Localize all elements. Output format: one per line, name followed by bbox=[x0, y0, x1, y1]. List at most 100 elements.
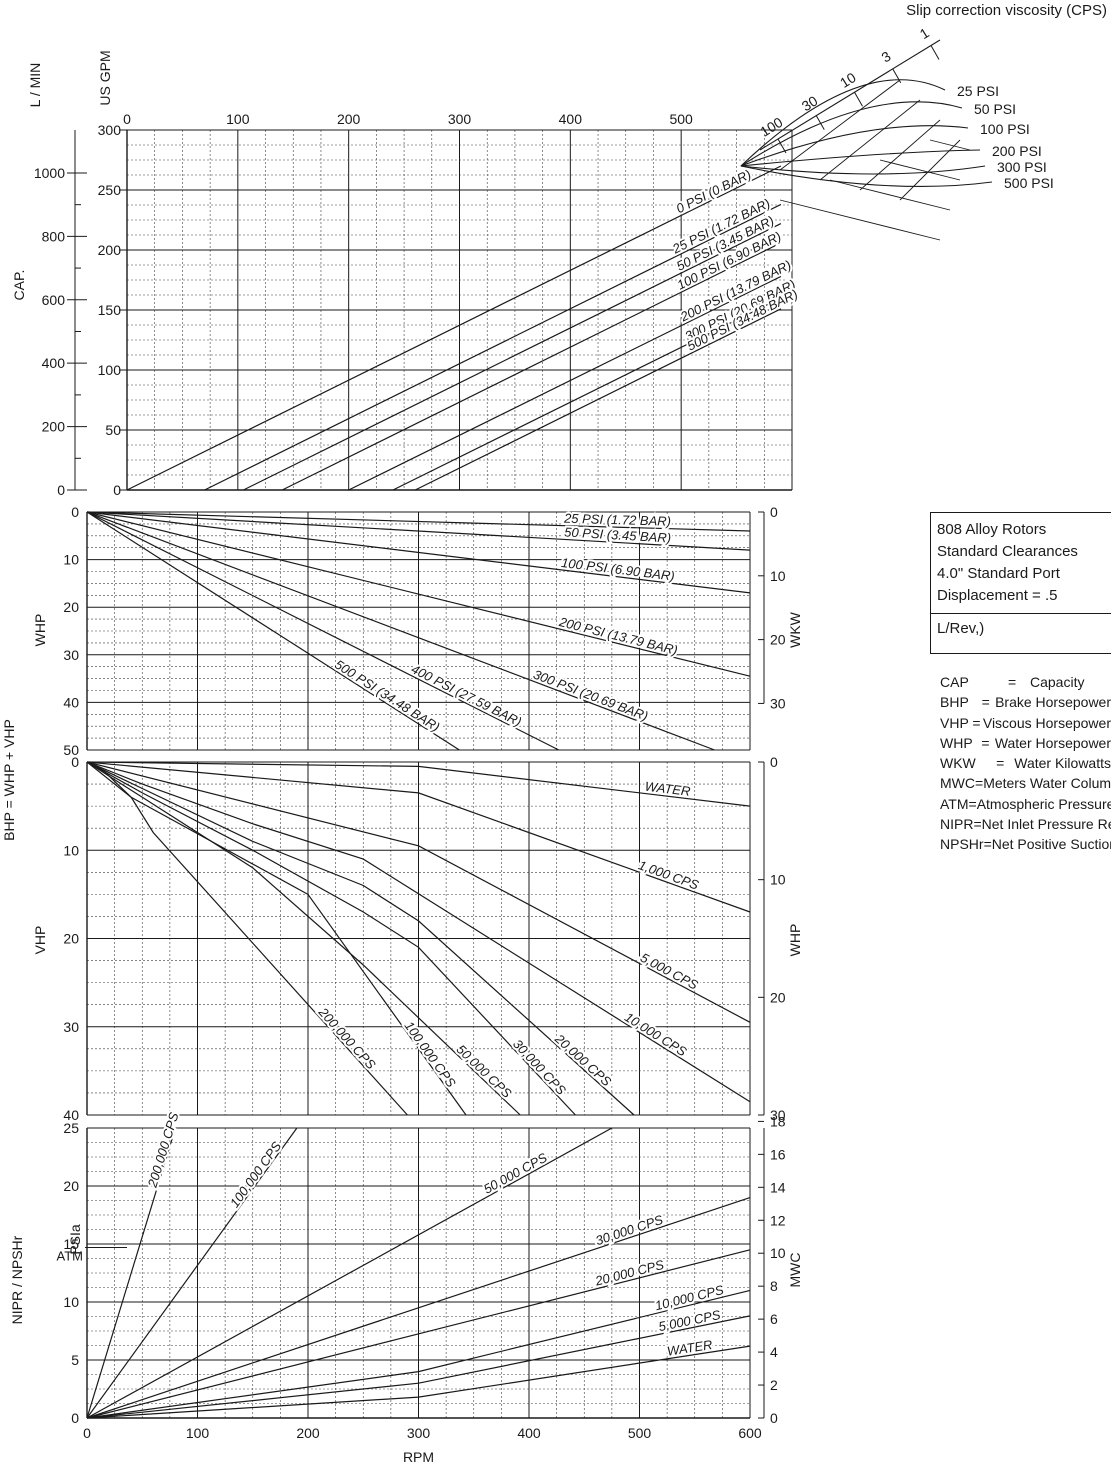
vhp-series-line bbox=[86, 761, 408, 1116]
abbr-value: Net Positive Suction Head Required bbox=[991, 836, 1111, 853]
abbr-key: VHP bbox=[940, 714, 969, 731]
mwc-tick-label: 10 bbox=[770, 1245, 786, 1261]
npsh-axis-label: NIPR / NPSHr bbox=[9, 1235, 25, 1324]
slip-title: Slip correction viscosity (CPS) bbox=[906, 2, 1107, 19]
slip-construction-line bbox=[879, 159, 961, 181]
spec-units: L/Rev,) bbox=[931, 613, 1111, 640]
npsh-series-line bbox=[86, 1127, 613, 1419]
npsh-series-line bbox=[86, 1315, 751, 1419]
abbr-eq: = bbox=[975, 775, 984, 792]
whp-series-line bbox=[86, 511, 751, 594]
abbr-value: Net Inlet Pressure Required bbox=[981, 816, 1111, 833]
whp-y-tick-label: 50 bbox=[63, 742, 79, 758]
series-label: 5,000 CPS bbox=[638, 950, 701, 993]
abbr-eq: = bbox=[983, 836, 992, 853]
cap-usgpm-tick-label: 150 bbox=[98, 302, 122, 318]
vhp-right-tick-label: 10 bbox=[770, 872, 786, 888]
vhp-right-tick-label: 20 bbox=[770, 989, 786, 1005]
abbr-eq: = bbox=[981, 694, 990, 711]
slip-construction-line bbox=[779, 199, 941, 241]
vhp-series-line bbox=[86, 761, 576, 1116]
abbreviation-list: CAP = Capacity BHP = Brake Horsepower VHP = Vi… bbox=[940, 672, 1111, 855]
abbr-key: WHP bbox=[940, 734, 973, 751]
whp-y-tick-label: 20 bbox=[63, 599, 79, 615]
abbr-value: Viscous Horsepower bbox=[982, 714, 1111, 731]
slip-construction-line bbox=[829, 179, 951, 211]
vhp-y-tick-label: 20 bbox=[63, 931, 79, 947]
vhp-right-tick-label: 0 bbox=[770, 754, 778, 770]
abbr-key: NIPR bbox=[940, 816, 974, 833]
wkw-tick-label: 0 bbox=[770, 504, 778, 520]
cap-series-line bbox=[281, 242, 782, 491]
cap-series-line bbox=[414, 308, 782, 491]
npsh-x-tick-label: 100 bbox=[186, 1425, 210, 1441]
slip-pressure-curve bbox=[740, 101, 963, 167]
vhp-series-line bbox=[86, 761, 467, 1116]
abbr-value: Capacity bbox=[1030, 674, 1085, 690]
rpm-axis-label: RPM bbox=[403, 1449, 434, 1465]
bhp-formula-label: BHP = WHP + VHP bbox=[1, 719, 17, 841]
abbr-value: Atmospheric Pressure bbox=[976, 795, 1111, 812]
series-label: 50,000 CPS bbox=[481, 1150, 550, 1197]
cap-lmin-label: L / MIN bbox=[27, 63, 43, 108]
spec-box: 808 Alloy Rotors Standard Clearances 4.0… bbox=[930, 512, 1111, 654]
abbr-key: WKW bbox=[940, 755, 976, 772]
series-label: 50,000 CPS bbox=[454, 1042, 515, 1102]
spec-displacement: Displacement = .5 bbox=[937, 587, 1058, 604]
cap-x-tick-label: 200 bbox=[337, 111, 361, 127]
wkw-tick-label: 30 bbox=[770, 695, 786, 711]
npsh-x-tick-label: 400 bbox=[517, 1425, 541, 1441]
slip-viscosity-tick bbox=[854, 92, 863, 107]
slip-viscosity-tick-label: 1 bbox=[917, 24, 932, 42]
npsh-series-line bbox=[86, 1289, 751, 1419]
slip-viscosity-tick-label: 100 bbox=[757, 114, 785, 140]
abbreviation-row: MWC = Meters Water Column bbox=[940, 773, 1111, 793]
vhp-axis-label: VHP bbox=[32, 926, 48, 955]
whp-y-tick-label: 0 bbox=[71, 504, 79, 520]
mwc-tick-label: 2 bbox=[770, 1377, 778, 1393]
npsh-x-tick-label: 0 bbox=[83, 1425, 91, 1441]
abbr-eq: = bbox=[996, 755, 1005, 772]
cap-series-line bbox=[204, 203, 782, 491]
npsh-y-tick-label: 15 bbox=[63, 1236, 79, 1252]
abbreviation-row: WKW = Water Kilowatts bbox=[940, 753, 1111, 773]
abbreviation-row: NPSHr=Net Positive Suction Head Required bbox=[940, 834, 1111, 854]
cap-usgpm-tick-label: 250 bbox=[98, 182, 122, 198]
vhp-y-tick-label: 30 bbox=[63, 1019, 79, 1035]
mwc-tick-label: 18 bbox=[770, 1113, 786, 1129]
whp-y-tick-label: 10 bbox=[63, 552, 79, 568]
cap-series-line bbox=[243, 223, 782, 491]
npsh-y-tick-label: 10 bbox=[63, 1294, 79, 1310]
series-label: 200 PSI (13.79 BAR) bbox=[557, 614, 679, 658]
mwc-tick-label: 14 bbox=[770, 1179, 786, 1195]
slip-viscosity-tick bbox=[815, 115, 825, 130]
cap-x-tick-label: 0 bbox=[123, 111, 131, 127]
series-label: 10,000 CPS bbox=[622, 1009, 690, 1059]
abbr-eq: = bbox=[973, 816, 982, 833]
whp-y-tick-label: 40 bbox=[63, 694, 79, 710]
vhp-series-line bbox=[86, 761, 751, 1103]
abbreviation-row: VHP = Viscous Horsepower bbox=[940, 713, 1111, 733]
vhp-series-line bbox=[86, 761, 751, 807]
cap-axis-label: CAP. bbox=[11, 270, 27, 301]
npsh-series-line bbox=[86, 1345, 751, 1419]
abbreviation-row: ATM = Atmospheric Pressure bbox=[940, 794, 1111, 814]
abbreviation-row: BHP = Brake Horsepower bbox=[940, 692, 1111, 712]
cap-series-line bbox=[348, 275, 782, 491]
abbr-key: CAP bbox=[940, 674, 969, 690]
abbr-value: Water Kilowatts bbox=[1014, 755, 1111, 772]
vhp-right-tick-label: 30 bbox=[770, 1107, 786, 1123]
wkw-tick-label: 20 bbox=[770, 632, 786, 648]
slip-pressure-label: 100 PSI bbox=[980, 121, 1030, 137]
abbreviation-row: NIPR=Net Inlet Pressure Required bbox=[940, 814, 1111, 834]
abbr-key: MWC bbox=[940, 775, 975, 792]
vhp-series-line bbox=[86, 761, 751, 913]
whp-series-line bbox=[86, 511, 460, 751]
slip-viscosity-tick bbox=[777, 138, 787, 154]
psia-label: PSIa bbox=[67, 1224, 83, 1255]
slip-pressure-curve bbox=[740, 125, 969, 167]
abbr-eq: = bbox=[968, 795, 977, 812]
abbr-value: Water Horsepower bbox=[994, 734, 1111, 751]
cap-series-line bbox=[392, 297, 782, 491]
